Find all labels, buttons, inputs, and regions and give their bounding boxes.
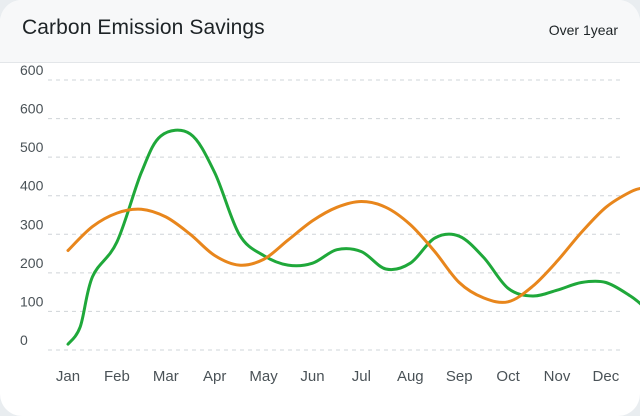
x-tick-label: May <box>249 368 278 385</box>
series-line-orange <box>66 186 640 304</box>
x-tick-label: Nov <box>544 368 571 385</box>
x-tick-label: Aug <box>397 368 424 385</box>
x-tick-label: Jun <box>300 368 324 385</box>
series-lines <box>66 128 640 346</box>
y-tick-label: 600 <box>20 101 44 117</box>
x-tick-label: Oct <box>496 368 520 385</box>
x-tick-label: Sep <box>446 368 473 385</box>
y-axis-ticks: 0 100 200 300 400 500 600 600 <box>20 62 44 348</box>
x-tick-label: Feb <box>104 368 130 385</box>
y-tick-label: 400 <box>20 178 44 194</box>
y-tick-label: 200 <box>20 255 44 271</box>
y-tick-label: 500 <box>20 139 44 155</box>
x-tick-label: Mar <box>153 368 179 385</box>
y-tick-label: 0 <box>20 332 28 348</box>
y-tick-label: 300 <box>20 216 44 232</box>
y-tick-label: 100 <box>20 293 44 309</box>
card-header: Carbon Emission Savings Over 1year <box>0 0 640 63</box>
grid-lines <box>48 79 620 351</box>
x-tick-label: Apr <box>203 368 226 385</box>
x-tick-label: Jul <box>352 368 371 385</box>
x-tick-label: Jan <box>56 368 80 385</box>
chart-title: Carbon Emission Savings <box>22 16 265 39</box>
y-tick-label: 600 <box>20 62 44 78</box>
period-label: Over 1year <box>548 22 618 38</box>
x-tick-label: Dec <box>593 368 620 385</box>
series-line-green <box>66 128 640 346</box>
x-axis-ticks: Jan Feb Mar Apr May Jun Jul Aug Sep Oct Nov Dec <box>56 368 620 385</box>
